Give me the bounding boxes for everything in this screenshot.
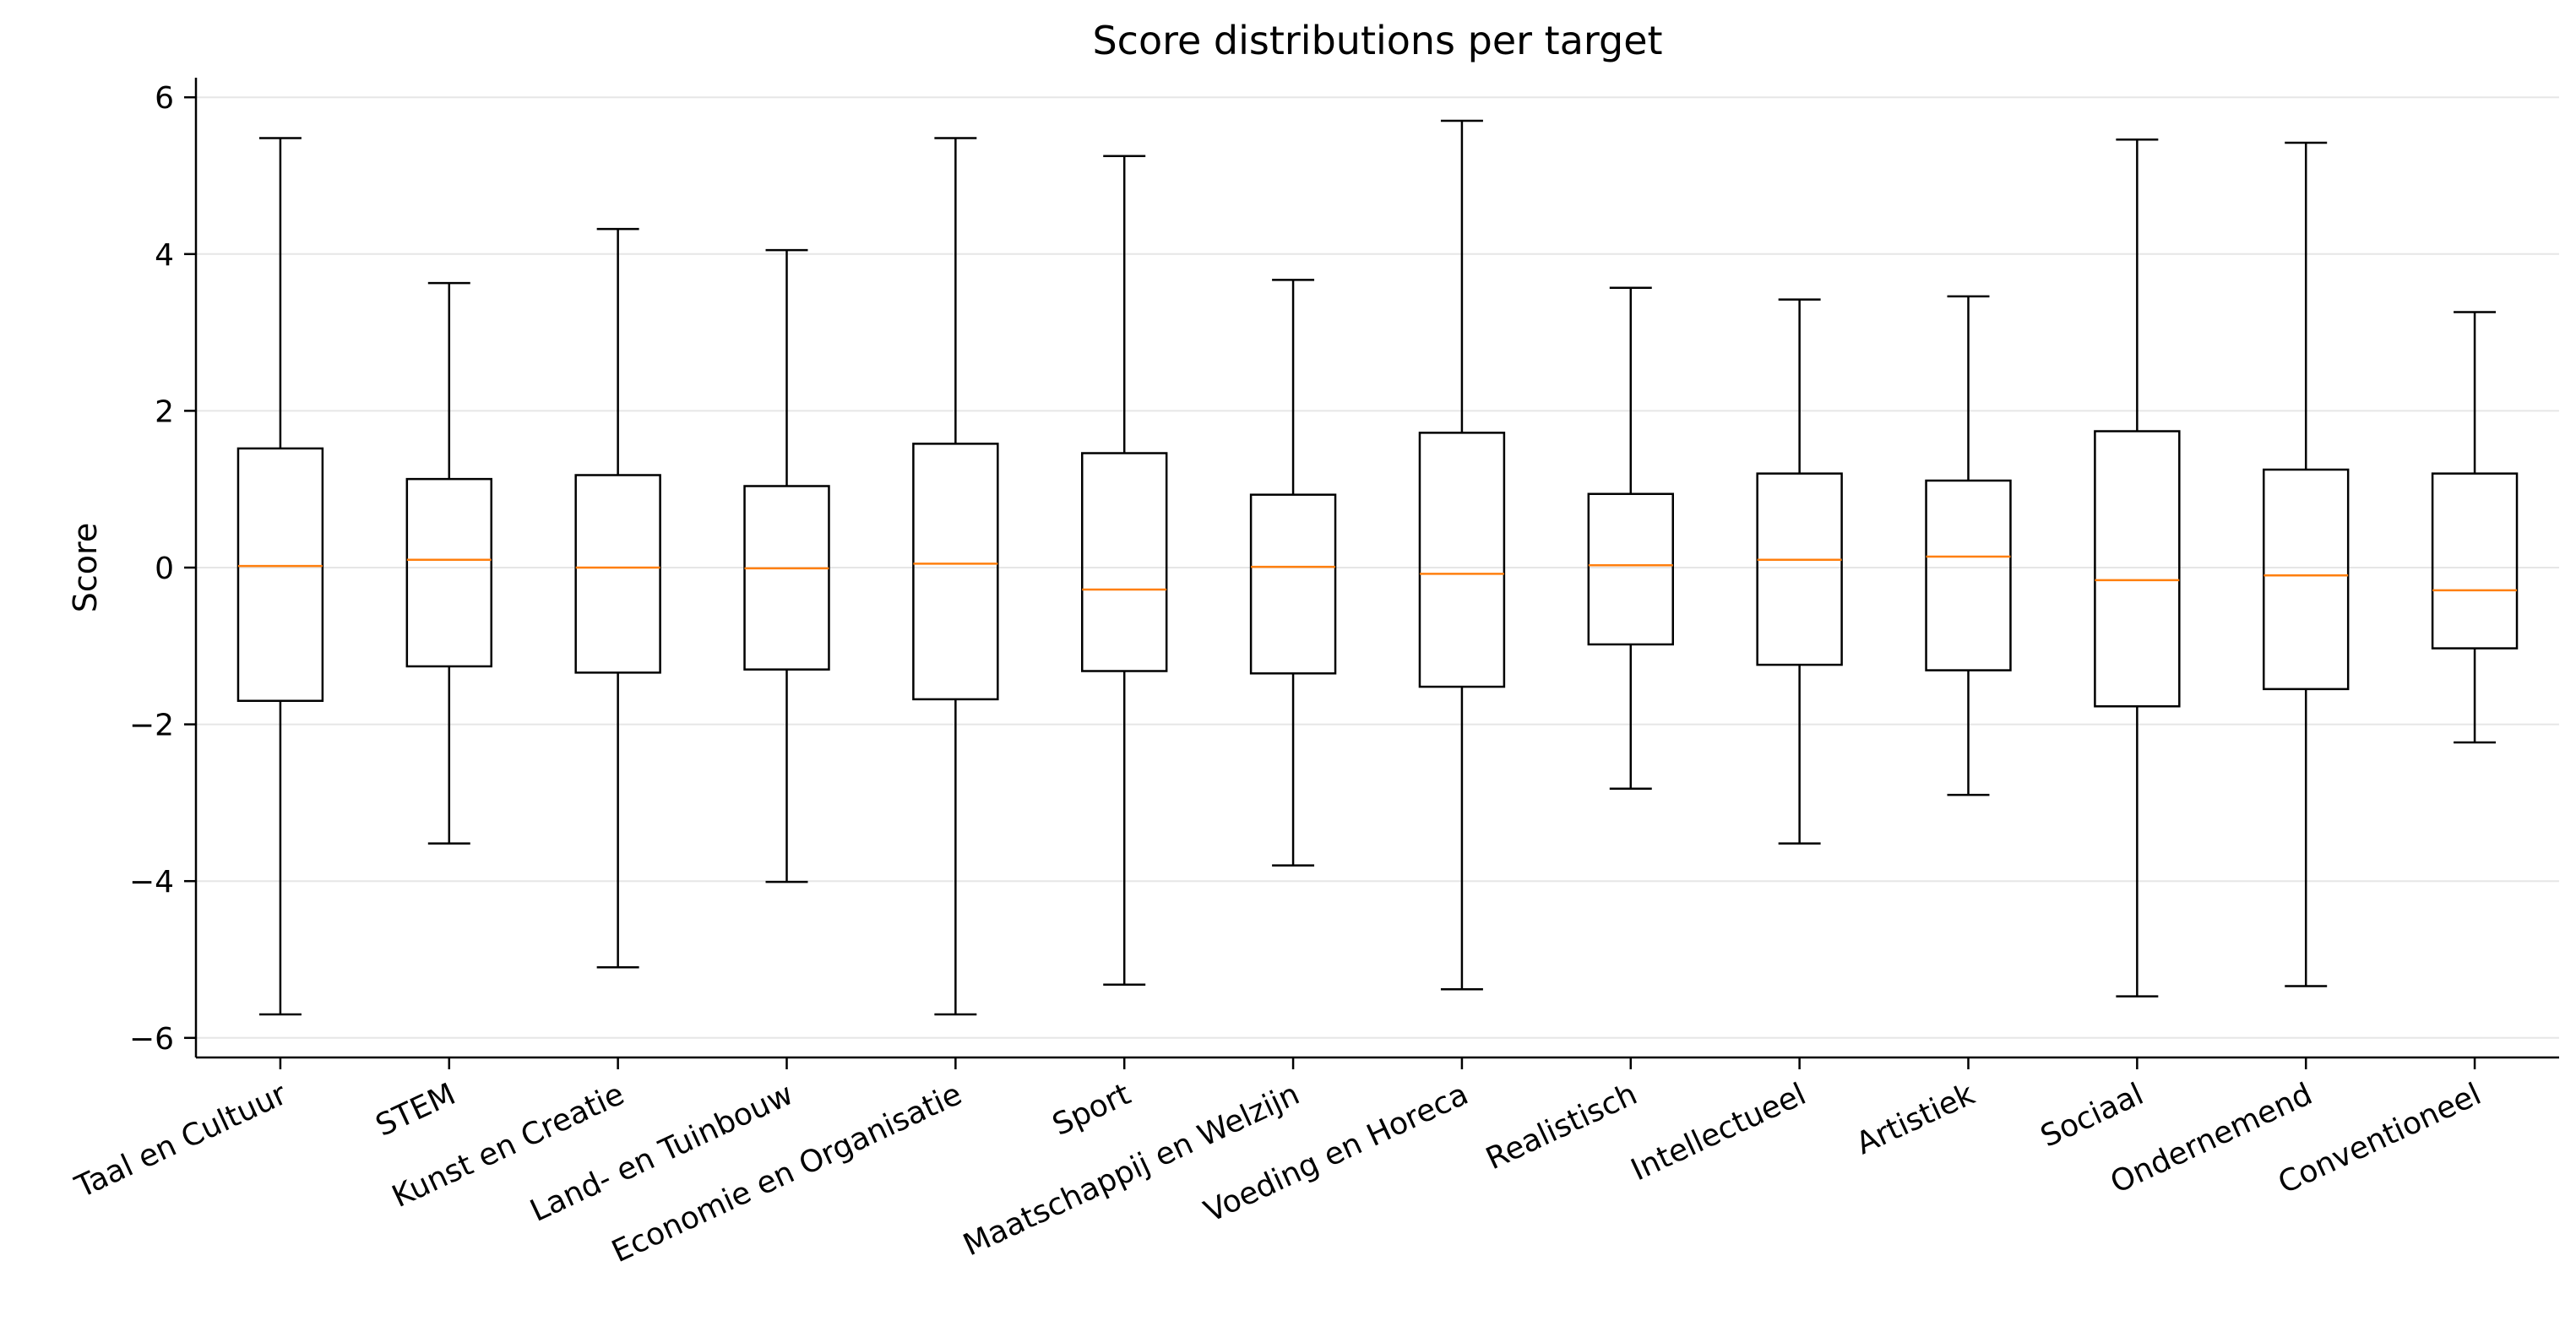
chart-title: Score distributions per target [1092, 18, 1662, 63]
box-4 [743, 248, 830, 883]
box-iqr [2094, 430, 2181, 708]
box-iqr [1249, 493, 1337, 675]
box-9 [1587, 286, 1674, 790]
box-iqr [1418, 432, 1506, 688]
box-10 [1756, 298, 1843, 845]
y-tick-label: 2 [155, 394, 174, 429]
x-tick-label: Taal en Cultuur [69, 1077, 292, 1205]
box-iqr [2263, 468, 2350, 691]
x-tick-label: Intellectueel [1626, 1077, 1811, 1188]
grid-lines [196, 96, 2559, 1039]
x-tick-label: Realistisch [1481, 1077, 1642, 1177]
x-tick-label: Sociaal [2035, 1077, 2149, 1155]
y-tick-label: −4 [129, 865, 174, 900]
box-iqr [574, 474, 661, 674]
y-ticks: −6 −4 −2 0 2 4 6 [129, 81, 196, 1057]
box-5 [912, 137, 999, 1016]
y-tick-label: −2 [129, 709, 174, 743]
box-1 [236, 137, 324, 1016]
box-iqr [1756, 472, 1843, 666]
box-iqr [2431, 472, 2519, 650]
x-tick-label: STEM [371, 1077, 461, 1144]
box-6 [1081, 155, 1168, 986]
box-14 [2431, 311, 2519, 744]
box-series [236, 119, 2519, 1016]
x-tick-label: Sport [1047, 1077, 1136, 1143]
box-iqr [236, 447, 324, 703]
box-3 [574, 227, 661, 969]
box-7 [1249, 279, 1337, 867]
y-tick-label: 0 [155, 552, 174, 586]
box-iqr [912, 443, 999, 701]
y-axis-label: Score [67, 523, 104, 612]
y-tick-label: 4 [155, 238, 174, 273]
box-iqr [1925, 479, 2012, 671]
y-tick-label: 6 [155, 81, 174, 116]
box-8 [1418, 119, 1506, 991]
box-iqr [1081, 452, 1168, 672]
box-iqr [743, 485, 830, 671]
x-tick-label: Artistiek [1851, 1077, 1981, 1161]
box-iqr [1587, 492, 1674, 646]
box-11 [1925, 295, 2012, 796]
y-tick-label: −6 [129, 1022, 174, 1057]
box-2 [405, 281, 493, 845]
box-13 [2263, 141, 2350, 987]
box-iqr [405, 477, 493, 668]
box-12 [2094, 139, 2181, 998]
